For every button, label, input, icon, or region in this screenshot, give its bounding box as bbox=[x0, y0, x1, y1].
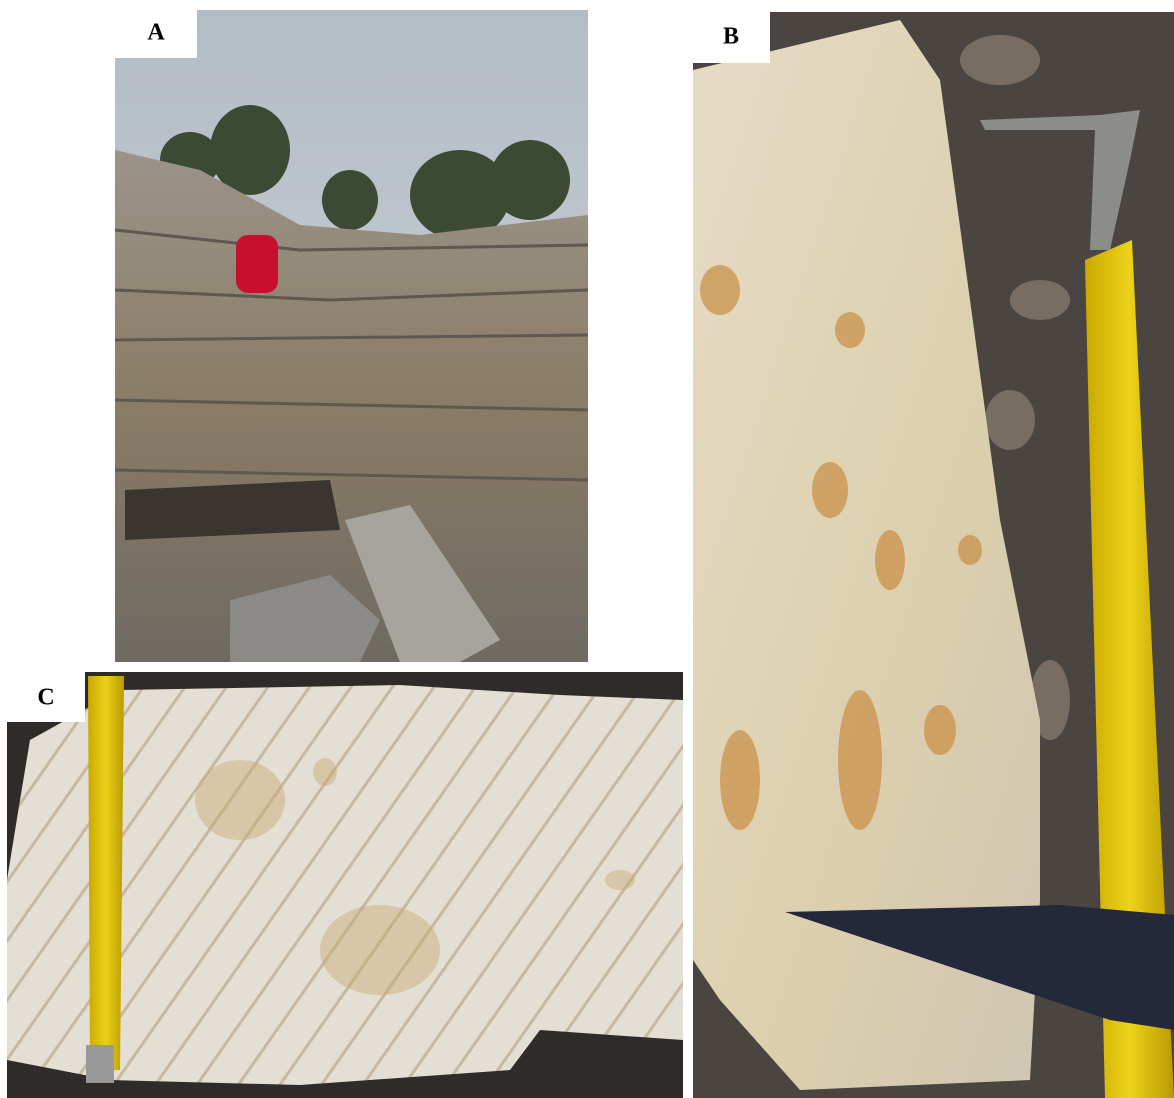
oxide-stains bbox=[195, 758, 635, 995]
boulder bbox=[230, 575, 380, 662]
panel-c: C bbox=[7, 672, 683, 1098]
knife-blade bbox=[785, 905, 1174, 1030]
tape-clip bbox=[980, 110, 1140, 250]
rock-slab bbox=[7, 685, 683, 1085]
tape-clip bbox=[86, 1045, 114, 1083]
rock-layers bbox=[114, 228, 589, 482]
label-box bbox=[693, 12, 770, 63]
label-box bbox=[115, 10, 197, 58]
panel-a: A bbox=[114, 10, 589, 662]
panel-b: B bbox=[693, 12, 1174, 1098]
debris bbox=[960, 35, 1070, 740]
fossil-fragments bbox=[700, 265, 982, 830]
measuring-tape bbox=[1085, 240, 1174, 1098]
measuring-tape bbox=[88, 676, 124, 1070]
overhang-shadow bbox=[125, 480, 340, 540]
backpack bbox=[236, 235, 278, 293]
label-box bbox=[7, 672, 85, 722]
boulder bbox=[345, 505, 500, 662]
panel-label: C bbox=[37, 685, 54, 711]
panel-label: B bbox=[723, 24, 739, 50]
panel-label: A bbox=[147, 20, 165, 46]
rock-slab bbox=[693, 20, 1040, 1090]
